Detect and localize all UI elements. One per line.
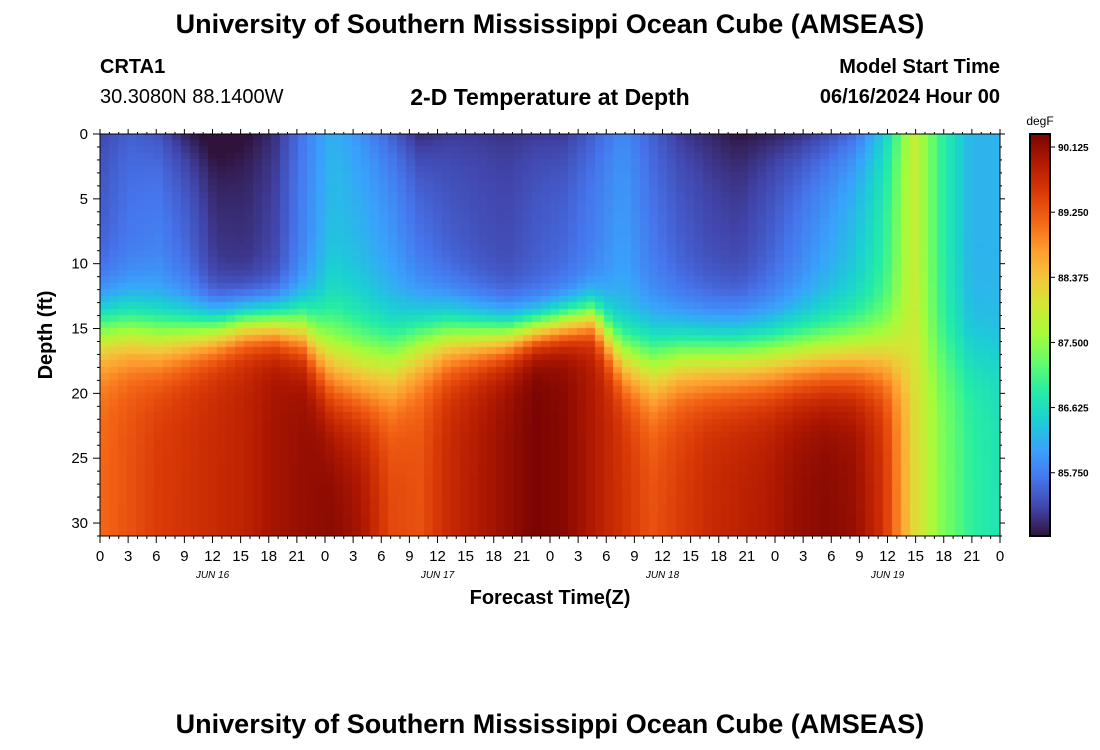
x-tick-label: 18 [485,548,502,565]
page-title-bottom: University of Southern Mississippi Ocean… [175,709,925,739]
y-tick-label: 5 [80,191,88,208]
x-tick-label: 9 [180,548,188,565]
y-tick-label: 15 [71,321,88,338]
colorbar-tick-label: 90.125 [1058,143,1089,154]
plot-frame [99,133,1001,537]
plot-title: 2-D Temperature at Depth [410,84,690,110]
x-tick-label: 15 [682,548,699,565]
x-tick-label: 12 [204,548,221,565]
x-tick-label: 12 [429,548,446,565]
x-tick-label: 0 [321,548,329,565]
station-id: CRTA1 [100,56,166,78]
x-tick-label: 18 [260,548,277,565]
x-tick-label: 21 [514,548,531,565]
colorbar-tick-label: 89.250 [1058,208,1089,219]
y-tick-label: 10 [71,256,88,273]
x-tick-label: 3 [349,548,357,565]
x-tick-label: 15 [457,548,474,565]
date-label: JUN 16 [195,570,230,581]
x-tick-label: 3 [124,548,132,565]
colorbar-unit-label: degF [1026,114,1053,128]
x-tick-label: 18 [710,548,727,565]
x-tick-label: 0 [996,548,1004,565]
y-tick-label: 20 [71,385,88,402]
x-tick-label: 0 [771,548,779,565]
colorbar-tick-label: 86.625 [1058,404,1089,415]
x-tick-label: 12 [879,548,896,565]
x-tick-label: 6 [827,548,835,565]
x-tick-label: 18 [935,548,952,565]
y-tick-label: 25 [71,450,88,467]
x-tick-label: 0 [96,548,104,565]
y-axis-title: Depth (ft) [35,291,57,380]
date-label: JUN 18 [645,570,680,581]
temperature-heatmap [100,134,1000,536]
y-tick-label: 0 [80,126,88,143]
x-tick-label: 3 [799,548,807,565]
x-tick-label: 21 [289,548,306,565]
colorbar [1029,133,1051,537]
x-tick-label: 15 [232,548,249,565]
x-tick-label: 0 [546,548,554,565]
colorbar-tick-label: 85.750 [1058,469,1089,480]
x-tick-label: 6 [152,548,160,565]
x-tick-label: 6 [602,548,610,565]
x-tick-label: 15 [907,548,924,565]
colorbar-tick-label: 88.375 [1058,273,1089,284]
page-title-top: University of Southern Mississippi Ocean… [175,9,925,39]
x-tick-label: 9 [630,548,638,565]
x-tick-label: 21 [739,548,756,565]
x-tick-label: 9 [405,548,413,565]
model-start-time: 06/16/2024 Hour 00 [819,86,1000,108]
x-tick-label: 9 [855,548,863,565]
model-start-label: Model Start Time [839,56,1000,78]
x-tick-label: 3 [574,548,582,565]
x-tick-label: 12 [654,548,671,565]
station-coordinates: 30.3080N 88.1400W [100,86,284,108]
x-axis-title: Forecast Time(Z) [470,587,631,609]
chart-axes: 0 3 6 9 12 15 18 21 0 3 6 9 12 15 18 21 0 3 6 9 12 15 18 21 0 3 6 9… [35,114,1089,609]
colorbar-tick-label: 87.500 [1058,338,1089,349]
y-tick-label: 30 [71,515,88,532]
x-tick-label: 6 [377,548,385,565]
date-label: JUN 17 [420,570,455,581]
date-label: JUN 19 [870,570,905,581]
x-tick-label: 21 [964,548,981,565]
